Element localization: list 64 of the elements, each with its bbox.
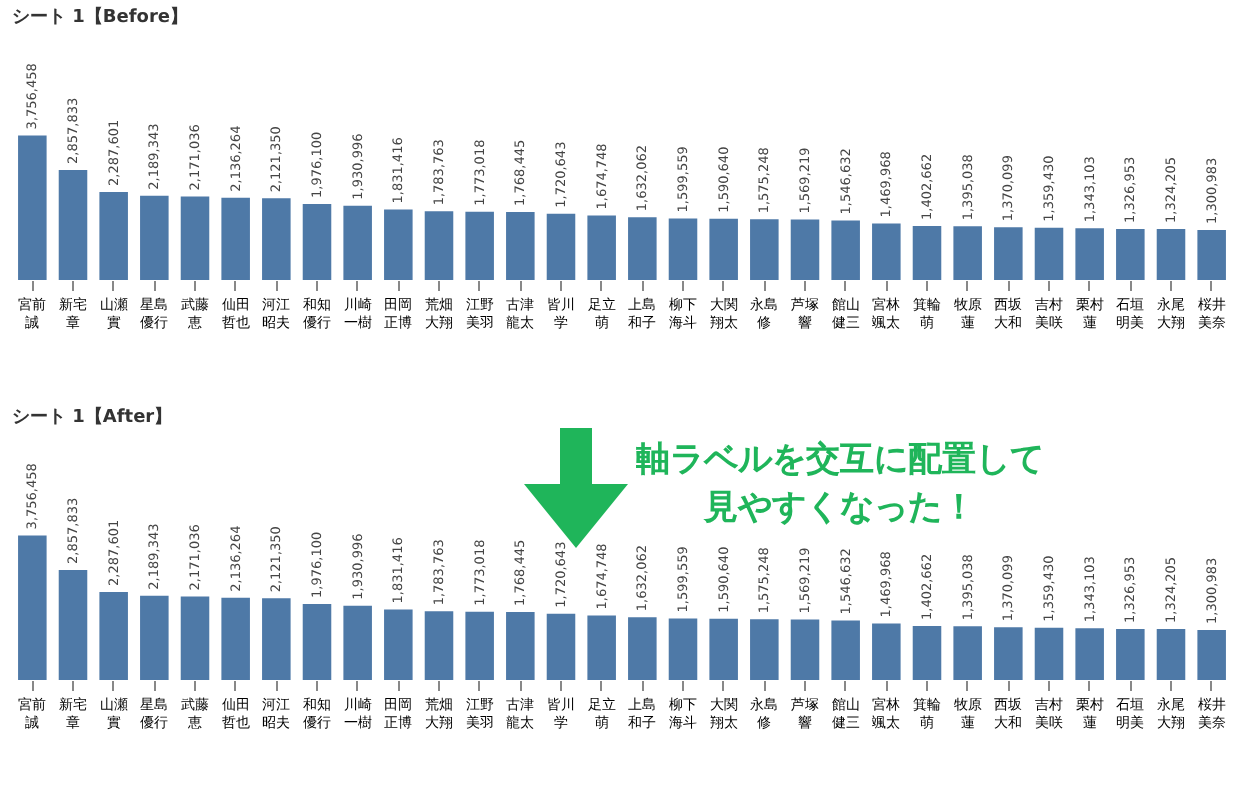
bar [140,195,169,280]
bar [953,226,982,280]
bar [790,619,820,680]
bar [872,223,901,280]
bar [1116,628,1145,680]
bar [506,611,535,680]
bar [750,619,779,680]
chart-title: シート 1【Before】 [12,6,189,28]
bar [180,196,210,280]
bar [831,620,860,680]
bar [424,211,454,280]
bar [302,603,332,680]
bar [1075,228,1104,280]
text: 軸ラベルを交互に配置して [636,438,1044,484]
bar [1156,629,1186,680]
bar [302,203,332,280]
bar [465,611,494,680]
bar [18,535,47,680]
bar [872,623,901,680]
bar [953,626,982,680]
bar [668,218,698,280]
bar [628,217,657,280]
bar [221,597,250,680]
bar [1197,629,1226,680]
bar [709,218,738,280]
bar [180,596,210,680]
bar [262,198,291,280]
bar [668,618,698,680]
bar [384,609,413,680]
bar [1197,229,1226,280]
bar [1156,229,1186,280]
bar [587,615,616,680]
bar [587,215,616,280]
bar [1075,628,1104,680]
bar [343,205,372,280]
bar [221,197,250,280]
bar [1116,228,1145,280]
bar [1034,627,1064,680]
bar [384,209,413,280]
bar [994,627,1023,680]
bar [424,611,454,680]
bar [99,591,128,680]
bar [994,227,1023,280]
bar [546,613,576,680]
bar [1034,227,1064,280]
bar [465,211,494,280]
bar [912,226,942,280]
bar [790,219,820,280]
bar [546,213,576,280]
bar [709,618,738,680]
chart-title: シート 1【After】 [12,406,173,428]
bar [912,626,942,680]
bar [262,598,291,680]
text: 見やすくなった！ [701,486,978,532]
bar [58,169,88,280]
bar [506,211,535,280]
bar [343,605,372,680]
bar [831,220,860,280]
bar [58,569,88,680]
bar [750,219,779,280]
bar [628,617,657,680]
bar [99,191,128,280]
bar [140,595,169,680]
bar [18,135,47,280]
